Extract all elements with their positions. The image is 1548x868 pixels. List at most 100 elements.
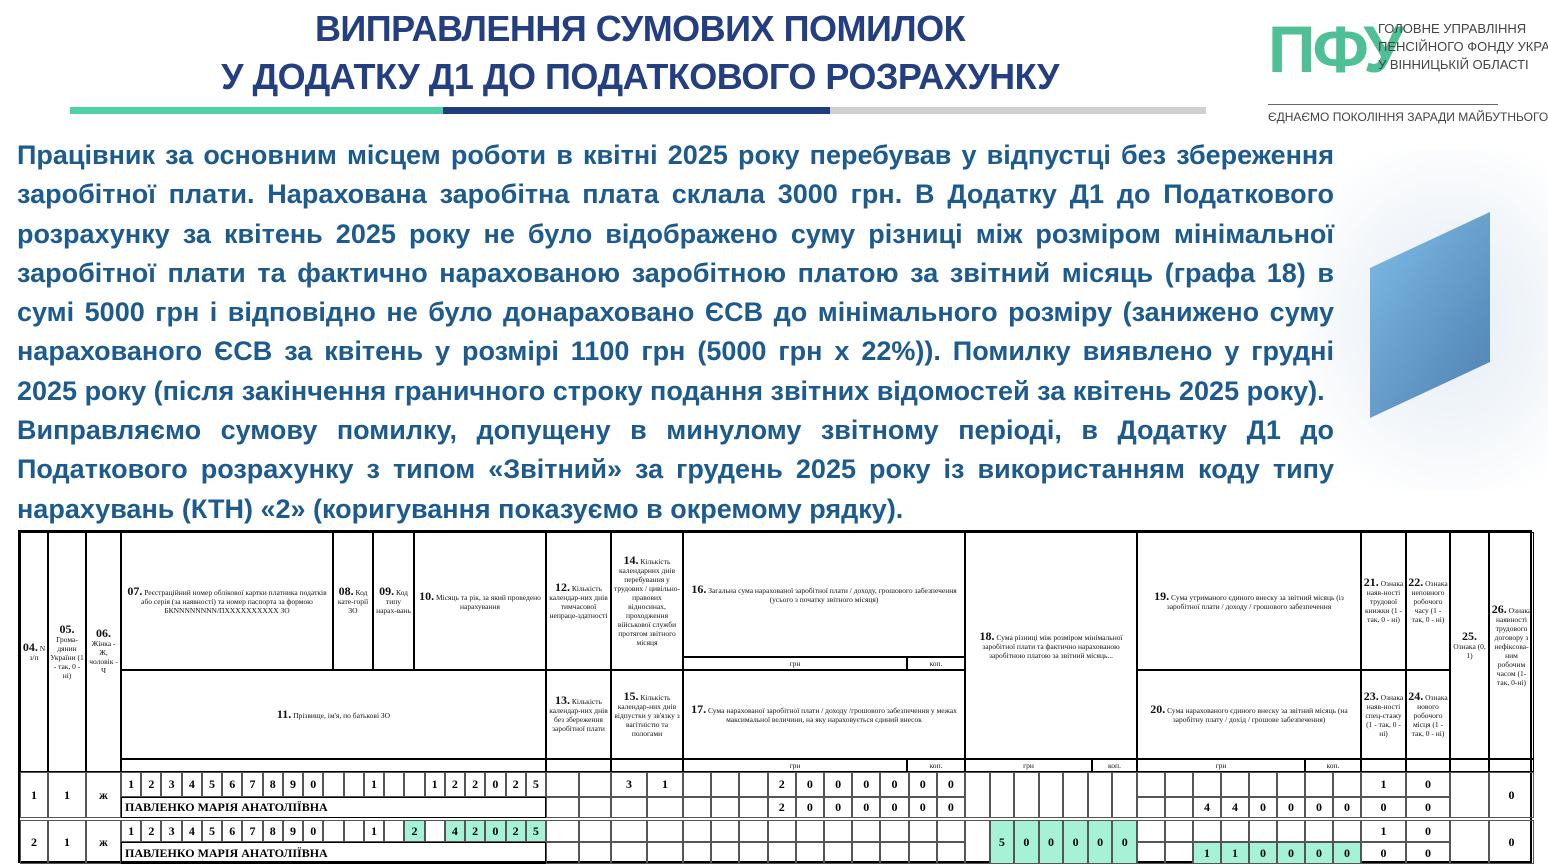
cell-19-digit [1221,772,1249,797]
cell-17-digit: 0 [880,797,909,818]
sex: ж [86,772,121,818]
header-label: Кількість календарних днів перебування у… [613,556,681,647]
cell-19-digit [1193,772,1221,797]
header-number: 04. [22,639,38,654]
cell-20-digit [1137,797,1165,818]
cell-13 [546,797,579,818]
cell-26: 0 [1489,820,1534,864]
cell-18-digit [1112,772,1137,818]
code-digit [343,820,364,842]
header-grn: грн [1137,759,1305,772]
cell-22: 0 [1406,820,1450,842]
full-name: ПАВЛЕНКО МАРІЯ АНАТОЛІЇВНА [121,842,546,864]
cell-15 [611,797,647,818]
cell-16-digit [711,772,740,797]
header-blank [121,759,546,772]
cell-17-digit: 0 [936,797,965,818]
cell-17-digit: 0 [824,797,853,818]
cell-16-digit: 0 [908,772,937,797]
header-label: Код кате-горії ЗО [337,588,369,615]
cell-13 [546,842,579,864]
cell-14: 1 [647,772,683,797]
cell-17-digit [767,842,796,864]
code-digit: 4 [181,820,202,842]
header-number: 24. [1408,688,1424,703]
cell-13 [578,797,611,818]
cell-18-digit [989,772,1015,818]
code-digit [343,772,364,797]
cell-18-digit: 0 [1063,820,1088,864]
header-number: 06. [96,626,111,640]
header-label: Ознака неповного робочого часу (1 - так,… [1411,579,1448,624]
logo-slogan: ЄДНАЄМО ПОКОЛІННЯ ЗАРАДИ МАЙБУТНЬОГО [1268,110,1548,124]
title-underline-green [70,107,443,114]
citizen-flag: 1 [48,772,86,818]
cell-14 [647,820,683,842]
header-label: Код типу нарах-вань [376,588,411,615]
code-digit: 4 [181,772,202,797]
title-underline-gray [830,107,1206,114]
sex: ж [86,820,121,864]
cell-16-digit [852,820,881,842]
cell-19-digit [1249,772,1277,797]
header-c21: 21. Ознака наяв-ності трудової книжки (1… [1361,532,1406,670]
code-digit: 2 [465,772,486,797]
code-digit: 2 [465,820,486,842]
logo-line1: ГОЛОВНЕ УПРАВЛІННЯ [1378,21,1527,36]
header-c08: 08. Код кате-горії ЗО [333,532,373,670]
cell-17-digit [739,797,768,818]
logo-line2: ПЕНСІЙНОГО ФОНДУ УКРАЇНИ [1378,39,1548,54]
header-number: 05. [59,621,75,636]
code-digit [384,820,405,842]
cell-16-digit [880,820,909,842]
cell-25 [1450,772,1489,818]
header-label: Загальна сума нарахованої заробітної пла… [706,586,957,604]
code-digit: 2 [505,772,526,797]
code-digit: 5 [525,820,546,842]
cell-20-digit: 4 [1221,797,1249,818]
cell-17-digit: 0 [852,797,881,818]
cell-17-digit [711,842,740,864]
cell-20-digit: 0 [1249,797,1277,818]
code-digit [404,772,425,797]
cell-14 [611,820,647,842]
header-number: 25. [1462,628,1477,643]
code-digit: 7 [242,820,263,842]
cell-19-digit [1249,820,1277,842]
header-number: 19. [1154,588,1170,603]
header-c09: 09. Код типу нарах-вань [373,532,414,670]
header-c24: 24. Ознака нового робочого місця (1 - та… [1406,670,1450,759]
code-digit: 1 [424,772,445,797]
code-digit: 3 [161,820,182,842]
header-number: 08. [338,584,354,598]
header-c05: 05. Грома-дянин України (1 - так, 0 - ні… [48,532,86,772]
logo-divider [1268,104,1498,105]
cell-16-digit: 2 [767,772,796,797]
code-digit: 0 [303,820,324,842]
header-number: 23. [1363,688,1379,703]
cell-16-digit [739,772,768,797]
cell-18-digit [1038,772,1064,818]
cell-24: 0 [1406,797,1450,818]
header-kop: коп. [1092,759,1137,772]
cell-20-digit: 4 [1193,797,1221,818]
cell-12 [546,772,579,797]
cell-19-digit [1193,820,1221,842]
cell-25 [1450,820,1489,864]
header-label: Сума різниці між розміром мінімальної за… [982,632,1123,660]
cell-17-digit: 0 [908,797,937,818]
cell-19-digit [1165,772,1193,797]
header-label: Сума нарахованого єдиного внеску за звіт… [1165,706,1348,724]
cell-18-digit: 0 [1087,820,1113,864]
header-kop: коп. [907,759,965,772]
header-number: 20. [1150,702,1166,716]
cell-18-digit [1063,772,1088,818]
header-c07: 07. Реєстраційний номер облікової картки… [121,532,333,670]
code-digit: 5 [201,772,223,797]
cell-19-digit [1305,772,1333,797]
logo-text: ГОЛОВНЕ УПРАВЛІННЯ ПЕНСІЙНОГО ФОНДУ УКРА… [1378,20,1548,74]
book-shape [1370,212,1490,418]
cell-17-digit: 0 [795,797,824,818]
cell-20-digit: 0 [1333,842,1361,864]
header-number: 21. [1363,575,1379,589]
